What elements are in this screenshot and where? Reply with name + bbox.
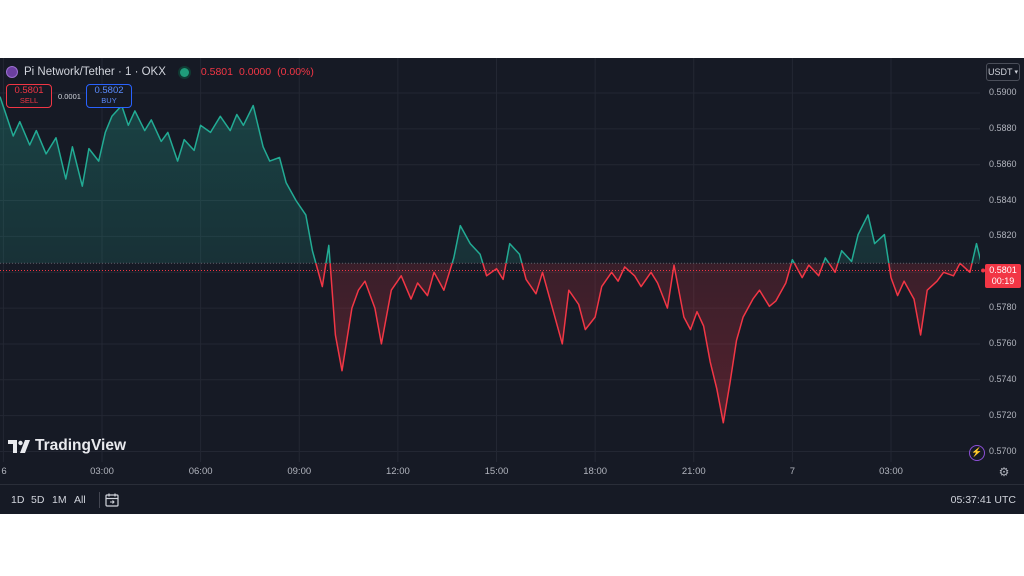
range-1d-button[interactable]: 1D: [11, 494, 25, 506]
y-tick-label: 0.5880: [989, 122, 1017, 133]
bottom-toolbar: 1D 5D 1M All 05:37:41 UTC: [0, 484, 1024, 514]
symbol-header[interactable]: Pi Network/Tether · 1 · OKX 0.5801 0.000…: [6, 64, 314, 80]
range-1m-button[interactable]: 1M: [52, 494, 67, 506]
x-tick-label: 03:00: [90, 466, 114, 477]
sell-price: 0.5801: [14, 85, 44, 96]
calendar-range-icon[interactable]: [104, 492, 120, 508]
lightning-icon[interactable]: ⚡: [969, 445, 985, 461]
currency-button[interactable]: USDT ▾: [986, 63, 1020, 81]
spread-value: 0.0001: [58, 92, 81, 101]
currency-label: USDT: [987, 67, 1013, 77]
buy-button[interactable]: 0.5802 BUY: [86, 84, 132, 108]
last-price-point: [981, 268, 986, 273]
gear-icon[interactable]: ⚙: [998, 465, 1010, 479]
x-tick-label: 12:00: [385, 466, 410, 477]
x-tick-label: 6: [1, 466, 7, 477]
tradingview-icon: [8, 439, 30, 453]
x-tick-label: 21:00: [681, 466, 706, 477]
last-price-value: 0.5801: [989, 265, 1017, 275]
market-status-dot-icon: [179, 67, 189, 77]
chevron-down-icon: ▾: [1014, 69, 1018, 76]
y-tick-label: 0.5840: [989, 194, 1017, 205]
y-tick-label: 0.5900: [989, 87, 1017, 97]
tradingview-logo[interactable]: TradingView: [8, 437, 126, 455]
header-change-pct: (0.00%): [277, 66, 314, 78]
x-tick-label: 06:00: [188, 466, 213, 477]
y-tick-label: 0.5780: [989, 302, 1017, 313]
toolbar-divider: [99, 492, 100, 508]
area-fill-down: [0, 263, 980, 423]
y-tick-label: 0.5760: [989, 337, 1017, 348]
header-last-price: 0.5801: [200, 66, 233, 78]
range-all-button[interactable]: All: [74, 494, 86, 506]
y-tick-label: 0.5700: [989, 445, 1017, 456]
logo-text: TradingView: [35, 437, 127, 454]
y-tick-label: 0.5820: [989, 230, 1017, 241]
price-line-up: [0, 96, 980, 264]
sell-label: SELL: [19, 96, 39, 105]
last-price-label: 0.5801 00:19: [985, 264, 1021, 288]
range-5d-button[interactable]: 5D: [31, 494, 45, 506]
symbol-title: Pi Network/Tether · 1 · OKX: [24, 66, 166, 78]
y-tick-label: 0.5720: [989, 409, 1017, 420]
y-tick-label: 0.5740: [989, 373, 1017, 384]
sell-button[interactable]: 0.5801 SELL: [6, 84, 52, 108]
x-tick-label: 03:00: [879, 466, 903, 477]
price-chart[interactable]: [0, 58, 1024, 484]
area-fill-up: [0, 96, 980, 264]
header-change: 0.0000: [239, 66, 272, 78]
buy-price: 0.5802: [94, 85, 124, 96]
x-tick-label: 09:00: [287, 466, 312, 477]
pi-network-icon: [6, 66, 18, 78]
chart-widget: Pi Network/Tether · 1 · OKX 0.5801 0.000…: [0, 58, 1024, 514]
y-tick-label: 0.5860: [989, 158, 1017, 169]
x-tick-label: 15:00: [484, 466, 509, 477]
buy-label: BUY: [101, 96, 117, 105]
x-tick-label: 7: [789, 466, 796, 477]
utc-clock[interactable]: 05:37:41 UTC: [950, 494, 1016, 506]
bar-countdown: 00:19: [991, 276, 1015, 286]
x-tick-label: 18:00: [583, 466, 608, 477]
